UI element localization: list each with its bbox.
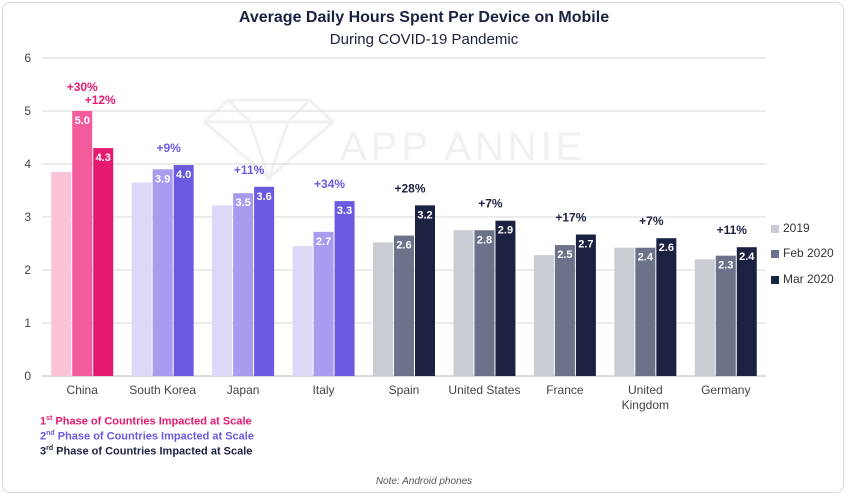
data-label: 2.3 — [718, 260, 733, 272]
bar — [715, 255, 736, 376]
bar — [554, 245, 575, 376]
growth-annotation: +9% — [156, 141, 181, 155]
bar — [656, 238, 677, 376]
bar — [736, 247, 757, 376]
y-tick-label: 6 — [24, 51, 31, 65]
legend-label: Mar 2020 — [783, 272, 834, 286]
data-label: 3.9 — [155, 173, 170, 185]
data-label: 4.3 — [96, 152, 111, 164]
data-label: 2.4 — [638, 252, 654, 264]
bar — [313, 231, 334, 376]
x-tick-label: Japan — [227, 383, 260, 397]
bar — [212, 205, 233, 376]
data-label: 2.4 — [739, 251, 755, 263]
y-tick-label: 4 — [24, 157, 31, 171]
x-tick-label: Italy — [313, 383, 335, 397]
data-label: 2.6 — [659, 242, 674, 254]
data-label: 3.3 — [337, 205, 352, 217]
data-label: 3.5 — [235, 197, 250, 209]
legend-label: 2019 — [783, 221, 810, 235]
growth-annotation: +28% — [394, 181, 425, 195]
legend-swatch — [771, 275, 779, 284]
bar — [292, 246, 313, 376]
x-tick-label: Germany — [701, 383, 750, 397]
y-tick-label: 1 — [24, 316, 31, 330]
y-tick-label: 5 — [24, 104, 31, 118]
phase-1-note: 1st Phase of Countries Impacted at Scale — [40, 415, 252, 428]
y-tick-label: 0 — [24, 369, 31, 383]
bar — [152, 169, 173, 376]
legend-swatch — [771, 224, 779, 233]
growth-annotation: +11% — [717, 223, 748, 237]
growth-annotation: +30% — [67, 80, 98, 94]
x-tick-label: Spain — [389, 383, 420, 397]
bar — [474, 230, 495, 376]
bar — [51, 171, 72, 376]
data-label: 5.0 — [75, 115, 90, 127]
x-tick-label: China — [67, 383, 99, 397]
bar — [334, 201, 355, 376]
growth-annotation: +7% — [478, 197, 503, 211]
bar — [93, 148, 114, 376]
data-label: 3.2 — [417, 209, 432, 221]
growth-annotation: +34% — [314, 177, 345, 191]
data-label: 2.6 — [396, 240, 411, 252]
legend-item-mar-2020: Mar 2020 — [771, 272, 834, 286]
footnote: Note: Android phones — [375, 476, 473, 487]
data-label: 3.6 — [256, 191, 271, 203]
x-tick-label: France — [546, 383, 584, 397]
bar — [614, 247, 635, 376]
phase-3-note: 3rd Phase of Countries Impacted at Scale — [40, 445, 253, 458]
data-label: 2.5 — [557, 249, 572, 261]
growth-annotation: +17% — [555, 210, 586, 224]
legend-item-2019: 2019 — [771, 221, 810, 235]
growth-annotation: +12% — [85, 93, 116, 107]
legend-swatch — [771, 249, 779, 258]
x-tick-label: United — [628, 383, 663, 397]
growth-annotation: +11% — [234, 163, 265, 177]
bar — [131, 182, 152, 376]
data-label: 2.9 — [498, 225, 513, 237]
y-tick-label: 2 — [24, 263, 31, 277]
bar — [72, 111, 93, 376]
bar — [533, 255, 554, 376]
bar — [254, 186, 275, 376]
chart-title: Average Daily Hours Spent Per Device on … — [238, 9, 610, 26]
phase-2-note: 2nd Phase of Countries Impacted at Scale — [40, 430, 254, 443]
bar — [635, 247, 656, 376]
bar — [694, 259, 715, 376]
bar — [173, 165, 194, 376]
bar — [233, 193, 254, 376]
x-tick-label: South Korea — [129, 383, 196, 397]
bar — [495, 220, 516, 376]
bar — [394, 235, 414, 376]
watermark-text: APP ANNIE — [340, 125, 586, 169]
y-tick-label: 3 — [24, 210, 31, 224]
bar — [415, 205, 435, 376]
x-tick-label: Kingdom — [622, 398, 669, 412]
bar — [575, 234, 596, 376]
bar — [373, 242, 393, 376]
legend-item-feb-2020: Feb 2020 — [771, 246, 834, 260]
watermark-logo-icon — [202, 98, 336, 183]
chart-subtitle: During COVID-19 Pandemic — [329, 31, 519, 48]
x-tick-label: United States — [448, 383, 520, 397]
legend-label: Feb 2020 — [783, 246, 834, 260]
data-label: 2.7 — [578, 238, 593, 250]
data-label: 2.8 — [477, 234, 492, 246]
data-label: 4.0 — [176, 169, 191, 181]
bar — [453, 230, 474, 376]
data-label: 2.7 — [316, 236, 331, 248]
growth-annotation: +7% — [639, 214, 664, 228]
